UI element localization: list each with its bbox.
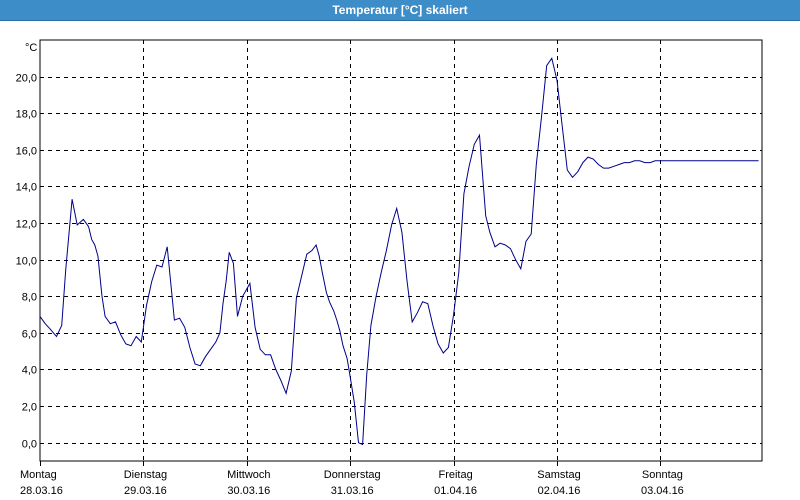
plot-frame (39, 39, 763, 462)
x-tick-date-label: 31.03.16 (331, 485, 374, 497)
x-tick-date-label: 02.04.16 (538, 485, 581, 497)
x-tick-date-label: 01.04.16 (434, 485, 477, 497)
y-tick-label: 12,0 (16, 219, 37, 231)
y-axis-ticks: 0,0 2,0 4,0 6,0 8,0 10,0 12,0 14,0 16,0 18,0 20,0 (16, 73, 37, 451)
x-tick-day-label: Mittwoch (227, 469, 270, 481)
x-tick-date-label: 03.04.16 (641, 485, 684, 497)
y-tick-label: 8,0 (22, 292, 37, 304)
x-tick-date-label: 29.03.16 (124, 485, 167, 497)
y-tick-label: 18,0 (16, 109, 37, 121)
y-tick-label: 16,0 (16, 146, 37, 158)
y-tick-label: 20,0 (16, 73, 37, 85)
y-tick-label: 2,0 (22, 402, 37, 414)
y-tick-label: 6,0 (22, 329, 37, 341)
x-tick-day-label: Montag (20, 469, 57, 481)
temperature-series-line (39, 57, 759, 446)
y-tick-label: 4,0 (22, 365, 37, 377)
chart-area: 0,0 2,0 4,0 6,0 8,0 10,0 12,0 14,0 16,0 18,0 20,0 … (0, 21, 800, 500)
y-tick-label: 14,0 (16, 182, 37, 194)
x-tick-date-label: 30.03.16 (227, 485, 270, 497)
x-axis-ticks: Montag 28.03.16 Dienstag 29.03.16 Mittwoch 30… (20, 461, 684, 497)
grid-lines (40, 40, 762, 461)
y-axis-unit-label: °C (25, 42, 37, 54)
x-tick-day-label: Samstag (537, 469, 580, 481)
window-title: Temperatur [°C] skaliert (0, 0, 800, 21)
x-tick-day-label: Sonntag (642, 469, 683, 481)
x-tick-date-label: 28.03.16 (20, 485, 63, 497)
x-tick-day-label: Dienstag (124, 469, 167, 481)
temperature-line-chart: 0,02,04,06,08,010,012,014,016,018,020,0 … (16, 39, 763, 497)
x-tick-day-label: Freitag (438, 469, 472, 481)
y-tick-label: 10,0 (16, 256, 37, 268)
x-tick-day-label: Donnerstag (324, 469, 381, 481)
y-tick-label: 0,0 (22, 439, 37, 451)
